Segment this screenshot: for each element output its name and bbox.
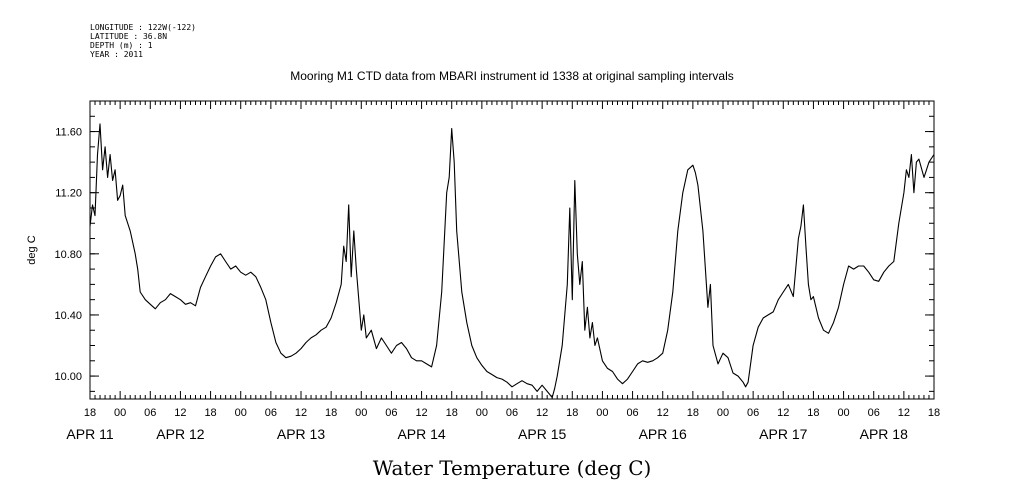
- x-hour-label: 18: [807, 407, 819, 419]
- latitude-text: LATITUDE : 36.8N: [90, 32, 167, 41]
- x-hour-label: 06: [144, 407, 156, 419]
- x-day-label: APR 14: [397, 426, 445, 442]
- y-tick-label: 10.80: [54, 249, 82, 261]
- x-hour-label: 12: [415, 407, 427, 419]
- metadata-block: LONGITUDE : 122W(-122) LATITUDE : 36.8N …: [90, 23, 196, 59]
- x-hour-label: 18: [566, 407, 578, 419]
- longitude-text: LONGITUDE : 122W(-122): [90, 23, 196, 32]
- series-layer: [89, 123, 935, 399]
- y-tick-label: 10.00: [54, 371, 82, 383]
- x-hour-label: 18: [204, 407, 216, 419]
- depth-text: DEPTH (m) : 1: [90, 41, 153, 50]
- y-tick-label: 10.40: [54, 310, 82, 322]
- y-tick-label: 11.20: [55, 188, 82, 200]
- x-hour-label: 12: [295, 407, 307, 419]
- x-hour-label: 06: [868, 407, 880, 419]
- x-axis-title: Water Temperature (deg C): [373, 456, 652, 480]
- chart-title: Mooring M1 CTD data from MBARI instrumen…: [290, 69, 734, 83]
- x-hour-label: 18: [446, 407, 458, 419]
- x-hour-label: 12: [174, 407, 186, 419]
- x-hour-label: 00: [837, 407, 849, 419]
- x-day-label: APR 18: [860, 426, 908, 442]
- x-day-label: APR 13: [277, 426, 325, 442]
- x-hour-label: 00: [235, 407, 247, 419]
- x-hour-label: 12: [898, 407, 910, 419]
- x-hour-label: 06: [265, 407, 277, 419]
- x-day-label: APR 12: [156, 426, 204, 442]
- x-day-label: APR 16: [639, 426, 687, 442]
- x-hour-label: 06: [626, 407, 638, 419]
- x-hour-label: 00: [355, 407, 367, 419]
- x-hour-label: 06: [747, 407, 759, 419]
- x-hour-label: 00: [596, 407, 608, 419]
- x-hour-label: 12: [777, 407, 789, 419]
- x-hour-label: 18: [325, 407, 337, 419]
- x-day-label: APR 11: [66, 426, 113, 442]
- x-hour-label: 00: [476, 407, 488, 419]
- x-hour-label: 12: [536, 407, 548, 419]
- x-hour-label: 18: [687, 407, 699, 419]
- x-hour-label: 06: [385, 407, 397, 419]
- year-text: YEAR : 2011: [90, 50, 143, 59]
- x-hour-label: 00: [114, 407, 126, 419]
- x-hour-label: 00: [717, 407, 729, 419]
- x-day-label: APR 15: [518, 426, 566, 442]
- x-hour-label: 12: [657, 407, 669, 419]
- series-line-temperature: [89, 123, 935, 399]
- y-axis-label: deg C: [26, 235, 38, 264]
- plot-frame: [89, 100, 935, 400]
- y-tick-label: 11.60: [55, 127, 82, 139]
- x-day-label: APR 17: [759, 426, 807, 442]
- y-axis: 10.00 10.40 10.80 11.20 11.60: [54, 115, 934, 392]
- x-hour-label: 18: [84, 407, 96, 419]
- x-hour-label: 06: [506, 407, 518, 419]
- x-axis: 18 00 06 12 18 00 06 12 18 00 06 12 18 00 06 12 18 00 06 12…: [66, 101, 940, 442]
- x-hour-label: 18: [928, 407, 940, 419]
